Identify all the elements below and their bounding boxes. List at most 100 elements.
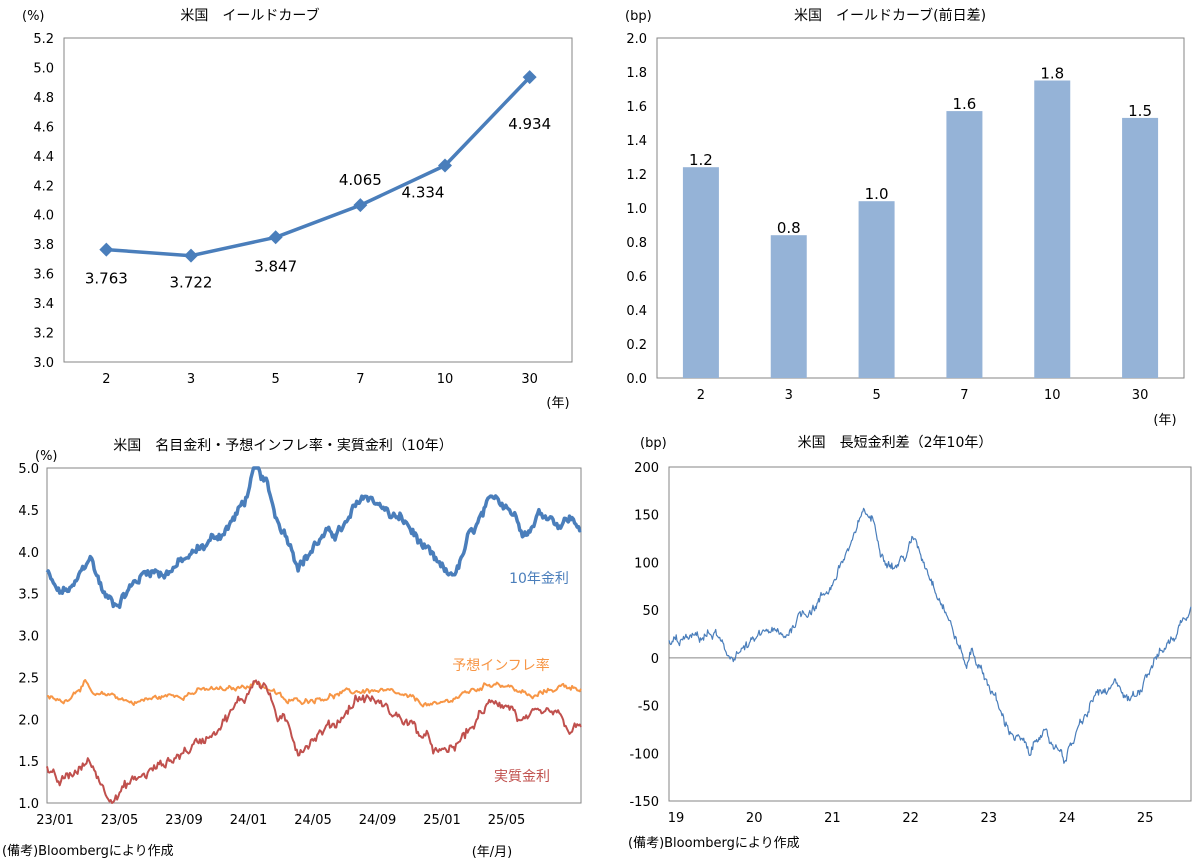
- chart1-x-unit: (年): [546, 396, 569, 411]
- bar: [858, 201, 895, 378]
- legend-label: 実質金利: [494, 769, 550, 785]
- x-tick-label: 23/09: [165, 813, 202, 828]
- y-tick-label: 0: [651, 652, 659, 667]
- y-tick-label: 4.5: [18, 504, 39, 519]
- x-tick-label: 7: [356, 372, 364, 387]
- chart4-title: 米国 長短金利差（2年10年）: [798, 435, 993, 451]
- chart4-y-unit: (bp): [640, 436, 667, 451]
- bar: [770, 235, 807, 378]
- data-point: [353, 198, 368, 213]
- y-tick-label: -150: [629, 795, 659, 810]
- series-line: [46, 679, 582, 708]
- plot-area: [656, 37, 1185, 379]
- x-tick-label: 19: [668, 811, 685, 826]
- series-line: [45, 466, 582, 610]
- y-tick-label: 0.4: [626, 304, 647, 319]
- x-tick-label: 23/01: [36, 813, 73, 828]
- source-note-right: (備考)Bloombergにより作成: [628, 836, 800, 851]
- x-tick-label: 5: [872, 388, 880, 403]
- y-tick-label: 4.0: [18, 546, 39, 561]
- chart1-y-unit: (%): [22, 9, 45, 24]
- x-tick-label: 30: [521, 372, 538, 387]
- chart3-x-unit: (年/月): [472, 845, 513, 860]
- x-tick-label: 10: [437, 372, 454, 387]
- data-point: [99, 242, 114, 257]
- data-label: 1.6: [952, 95, 976, 113]
- x-tick-label: 3: [785, 388, 793, 403]
- data-label: 4.065: [339, 171, 382, 189]
- data-point: [184, 248, 198, 263]
- y-tick-label: 3.0: [33, 356, 54, 371]
- bar: [946, 111, 983, 378]
- x-tick-label: 24/09: [359, 813, 396, 828]
- plot-area: [46, 467, 582, 804]
- data-point: [438, 158, 452, 173]
- chart1-title: 米国 イールドカーブ: [180, 7, 319, 24]
- data-label: 3.763: [85, 270, 128, 288]
- y-tick-label: 3.4: [33, 297, 54, 312]
- y-tick-label: -50: [638, 700, 659, 715]
- y-tick-label: 3.2: [33, 327, 54, 342]
- y-tick-label: 1.2: [626, 168, 647, 183]
- y-tick-label: 1.6: [626, 100, 647, 115]
- legend-label: 10年金利: [509, 571, 569, 587]
- y-tick-label: 0.8: [626, 236, 647, 251]
- x-tick-label: 3: [187, 372, 195, 387]
- x-tick-label: 25/05: [488, 813, 525, 828]
- chart2-y-unit: (bp): [625, 9, 652, 24]
- y-tick-label: 4.8: [33, 91, 54, 106]
- x-tick-label: 24/05: [294, 813, 331, 828]
- source-note-left: (備考)Bloombergにより作成: [2, 844, 174, 859]
- y-tick-label: 0.2: [626, 338, 647, 353]
- x-tick-label: 30: [1132, 388, 1149, 403]
- y-tick-label: 1.0: [18, 797, 39, 812]
- y-tick-label: 5.2: [33, 32, 54, 47]
- x-tick-label: 5: [272, 372, 280, 387]
- x-tick-label: 20: [746, 811, 763, 826]
- x-tick-label: 10: [1044, 388, 1061, 403]
- legend-label: 予想インフレ率: [452, 657, 550, 674]
- x-tick-label: 23/05: [101, 813, 138, 828]
- y-tick-label: 3.6: [33, 268, 54, 283]
- y-tick-label: 150: [634, 509, 659, 524]
- y-tick-label: 3.0: [18, 630, 39, 645]
- y-tick-label: 2.0: [18, 713, 39, 728]
- series-line: [46, 679, 582, 804]
- y-tick-label: 1.5: [18, 755, 39, 770]
- plot-area: [63, 37, 573, 363]
- bar: [1034, 80, 1071, 378]
- data-label: 0.8: [777, 219, 801, 237]
- chart3-y-unit: (%): [35, 449, 58, 464]
- x-tick-label: 7: [960, 388, 968, 403]
- y-tick-label: 2.0: [626, 32, 647, 47]
- chart3-title: 米国 名目金利・予想インフレ率・実質金利（10年）: [113, 437, 452, 454]
- y-tick-label: 1.4: [626, 134, 647, 149]
- x-tick-label: 25/01: [423, 813, 460, 828]
- data-label: 1.8: [1040, 65, 1064, 83]
- y-tick-label: -100: [629, 747, 659, 762]
- y-tick-label: 0.0: [626, 372, 647, 387]
- y-tick-label: 4.4: [33, 150, 54, 165]
- bar: [682, 167, 719, 378]
- data-label: 1.5: [1128, 102, 1152, 120]
- x-tick-label: 2: [102, 372, 110, 387]
- data-point: [268, 230, 283, 245]
- y-tick-label: 1.0: [626, 202, 647, 217]
- y-tick-label: 3.8: [33, 238, 54, 253]
- x-tick-label: 2: [697, 388, 705, 403]
- y-tick-label: 4.0: [33, 209, 54, 224]
- x-tick-label: 21: [824, 811, 841, 826]
- x-tick-label: 24: [1059, 811, 1076, 826]
- x-tick-label: 23: [981, 811, 998, 826]
- y-tick-label: 2.5: [18, 671, 39, 686]
- bar: [1122, 117, 1159, 379]
- y-tick-label: 100: [634, 556, 659, 571]
- data-label: 3.847: [254, 257, 297, 275]
- chart2-title: 米国 イールドカーブ(前日差): [794, 7, 986, 24]
- x-tick-label: 24/01: [230, 813, 267, 828]
- y-tick-label: 0.6: [626, 270, 647, 285]
- y-tick-label: 1.8: [626, 66, 647, 81]
- data-label: 3.722: [170, 274, 213, 292]
- x-tick-label: 25: [1137, 811, 1154, 826]
